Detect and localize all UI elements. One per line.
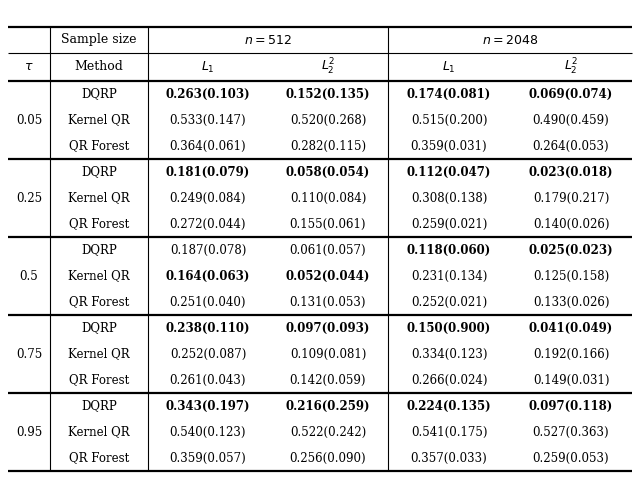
Text: 0.334(0.123): 0.334(0.123) xyxy=(411,347,487,360)
Text: 0.282(0.115): 0.282(0.115) xyxy=(290,140,366,152)
Text: $L_2^2$: $L_2^2$ xyxy=(564,57,578,77)
Text: 0.490(0.459): 0.490(0.459) xyxy=(532,113,609,127)
Text: 0.357(0.033): 0.357(0.033) xyxy=(411,451,488,464)
Text: 0.023(0.018): 0.023(0.018) xyxy=(529,165,613,179)
Text: 0.359(0.057): 0.359(0.057) xyxy=(170,451,246,464)
Text: 0.238(0.110): 0.238(0.110) xyxy=(166,321,250,335)
Text: 0.118(0.060): 0.118(0.060) xyxy=(407,244,491,256)
Text: 0.256(0.090): 0.256(0.090) xyxy=(290,451,366,464)
Text: QR Forest: QR Forest xyxy=(69,140,129,152)
Text: DQRP: DQRP xyxy=(81,165,117,179)
Text: 0.249(0.084): 0.249(0.084) xyxy=(170,192,246,204)
Text: 0.131(0.053): 0.131(0.053) xyxy=(290,296,366,308)
Text: 0.224(0.135): 0.224(0.135) xyxy=(406,399,492,412)
Text: Method: Method xyxy=(75,60,124,73)
Text: 0.364(0.061): 0.364(0.061) xyxy=(170,140,246,152)
Text: Kernel QR: Kernel QR xyxy=(68,269,130,283)
Text: $L_2^2$: $L_2^2$ xyxy=(321,57,335,77)
Text: 0.5: 0.5 xyxy=(20,269,38,283)
Text: 0.150(0.900): 0.150(0.900) xyxy=(407,321,491,335)
Text: 0.216(0.259): 0.216(0.259) xyxy=(285,399,371,412)
Text: 0.052(0.044): 0.052(0.044) xyxy=(286,269,370,283)
Text: DQRP: DQRP xyxy=(81,88,117,100)
Text: 0.069(0.074): 0.069(0.074) xyxy=(529,88,613,100)
Text: QR Forest: QR Forest xyxy=(69,374,129,387)
Text: 0.266(0.024): 0.266(0.024) xyxy=(411,374,487,387)
Text: 0.112(0.047): 0.112(0.047) xyxy=(407,165,491,179)
Text: 0.097(0.118): 0.097(0.118) xyxy=(529,399,613,412)
Text: 0.520(0.268): 0.520(0.268) xyxy=(290,113,366,127)
Text: 0.125(0.158): 0.125(0.158) xyxy=(533,269,609,283)
Text: $\tau$: $\tau$ xyxy=(24,60,34,73)
Text: QR Forest: QR Forest xyxy=(69,217,129,231)
Text: 0.527(0.363): 0.527(0.363) xyxy=(532,426,609,439)
Text: 0.252(0.021): 0.252(0.021) xyxy=(411,296,487,308)
Text: 0.261(0.043): 0.261(0.043) xyxy=(170,374,246,387)
Text: 0.359(0.031): 0.359(0.031) xyxy=(411,140,487,152)
Text: 0.251(0.040): 0.251(0.040) xyxy=(170,296,246,308)
Text: 0.181(0.079): 0.181(0.079) xyxy=(166,165,250,179)
Text: 0.110(0.084): 0.110(0.084) xyxy=(290,192,366,204)
Text: 0.152(0.135): 0.152(0.135) xyxy=(285,88,371,100)
Text: 0.187(0.078): 0.187(0.078) xyxy=(170,244,246,256)
Text: $n = 2048$: $n = 2048$ xyxy=(482,34,538,47)
Text: 0.05: 0.05 xyxy=(16,113,42,127)
Text: 0.75: 0.75 xyxy=(16,347,42,360)
Text: 0.149(0.031): 0.149(0.031) xyxy=(532,374,609,387)
Text: 0.343(0.197): 0.343(0.197) xyxy=(166,399,250,412)
Text: 0.95: 0.95 xyxy=(16,426,42,439)
Text: 0.541(0.175): 0.541(0.175) xyxy=(411,426,487,439)
Text: DQRP: DQRP xyxy=(81,321,117,335)
Text: QR Forest: QR Forest xyxy=(69,451,129,464)
Text: 0.192(0.166): 0.192(0.166) xyxy=(533,347,609,360)
Text: DQRP: DQRP xyxy=(81,244,117,256)
Text: QR Forest: QR Forest xyxy=(69,296,129,308)
Text: 0.259(0.021): 0.259(0.021) xyxy=(411,217,487,231)
Text: 0.164(0.063): 0.164(0.063) xyxy=(166,269,250,283)
Text: 0.133(0.026): 0.133(0.026) xyxy=(532,296,609,308)
Text: 0.540(0.123): 0.540(0.123) xyxy=(170,426,246,439)
Text: Kernel QR: Kernel QR xyxy=(68,347,130,360)
Text: 0.25: 0.25 xyxy=(16,192,42,204)
Text: $L_1$: $L_1$ xyxy=(201,59,215,75)
Text: 0.097(0.093): 0.097(0.093) xyxy=(286,321,370,335)
Text: Sample size: Sample size xyxy=(61,34,137,47)
Text: 0.263(0.103): 0.263(0.103) xyxy=(166,88,250,100)
Text: Kernel QR: Kernel QR xyxy=(68,113,130,127)
Text: 0.252(0.087): 0.252(0.087) xyxy=(170,347,246,360)
Text: 0.231(0.134): 0.231(0.134) xyxy=(411,269,487,283)
Text: 0.259(0.053): 0.259(0.053) xyxy=(532,451,609,464)
Text: 0.142(0.059): 0.142(0.059) xyxy=(290,374,366,387)
Text: 0.272(0.044): 0.272(0.044) xyxy=(170,217,246,231)
Text: 0.533(0.147): 0.533(0.147) xyxy=(170,113,246,127)
Text: $L_1$: $L_1$ xyxy=(442,59,456,75)
Text: Kernel QR: Kernel QR xyxy=(68,192,130,204)
Text: DQRP: DQRP xyxy=(81,399,117,412)
Text: 0.041(0.049): 0.041(0.049) xyxy=(529,321,613,335)
Text: 0.140(0.026): 0.140(0.026) xyxy=(532,217,609,231)
Text: 0.109(0.081): 0.109(0.081) xyxy=(290,347,366,360)
Text: 0.522(0.242): 0.522(0.242) xyxy=(290,426,366,439)
Text: 0.308(0.138): 0.308(0.138) xyxy=(411,192,487,204)
Text: 0.155(0.061): 0.155(0.061) xyxy=(290,217,366,231)
Text: Kernel QR: Kernel QR xyxy=(68,426,130,439)
Text: $n = 512$: $n = 512$ xyxy=(244,34,292,47)
Text: 0.264(0.053): 0.264(0.053) xyxy=(532,140,609,152)
Text: 0.025(0.023): 0.025(0.023) xyxy=(529,244,613,256)
Text: 0.515(0.200): 0.515(0.200) xyxy=(411,113,487,127)
Text: 0.174(0.081): 0.174(0.081) xyxy=(407,88,491,100)
Text: 0.058(0.054): 0.058(0.054) xyxy=(286,165,370,179)
Text: 0.179(0.217): 0.179(0.217) xyxy=(533,192,609,204)
Text: 0.061(0.057): 0.061(0.057) xyxy=(290,244,366,256)
